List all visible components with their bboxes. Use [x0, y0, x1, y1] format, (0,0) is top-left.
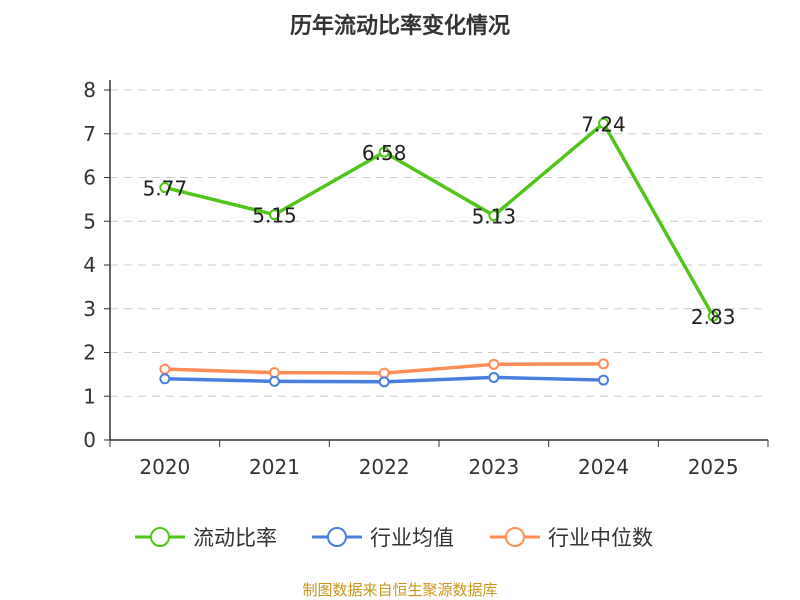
y-tick-label: 0	[83, 428, 96, 452]
legend-label[interactable]: 行业均值	[370, 526, 454, 550]
y-tick-label: 3	[83, 297, 96, 321]
data-point	[378, 376, 390, 388]
data-point	[159, 373, 171, 385]
y-tick-label: 7	[83, 122, 96, 146]
y-tick-label: 2	[83, 341, 96, 365]
data-point	[488, 358, 500, 370]
legend-marker	[505, 527, 525, 547]
data-point	[378, 367, 390, 379]
data-label: 5.77	[143, 177, 188, 201]
data-label: 7.24	[581, 112, 626, 136]
y-tick-label: 6	[83, 166, 96, 190]
data-point	[488, 210, 500, 222]
legend-marker	[327, 527, 347, 547]
data-point	[269, 375, 280, 387]
data-point	[598, 358, 609, 370]
x-tick-label: 2021	[249, 455, 300, 479]
legend-marker	[150, 527, 170, 547]
y-tick-label: 4	[83, 253, 96, 277]
series-line	[164, 120, 715, 318]
data-label: 5.13	[472, 205, 517, 229]
data-point	[598, 117, 609, 129]
chart-title: 历年流动比率变化情况	[290, 13, 510, 39]
y-tick-label: 8	[83, 78, 96, 102]
data-point	[269, 367, 280, 379]
y-tick-label: 5	[83, 209, 96, 233]
data-point	[378, 146, 390, 158]
x-tick-label: 2022	[359, 455, 410, 479]
data-point	[598, 374, 609, 386]
footer-source: 制图数据来自恒生聚源数据库	[302, 581, 497, 599]
data-point	[159, 363, 171, 375]
x-tick-label: 2023	[468, 455, 519, 479]
data-label: 5.15	[252, 204, 297, 228]
legend-label[interactable]: 行业中位数	[548, 526, 653, 550]
data-label: 2.83	[691, 305, 736, 329]
data-point	[269, 209, 280, 221]
y-tick-label: 1	[83, 384, 96, 408]
data-point	[707, 310, 719, 322]
data-label: 6.58	[362, 141, 407, 165]
x-tick-label: 2025	[688, 455, 739, 479]
x-tick-label: 2024	[578, 455, 629, 479]
data-point	[488, 371, 500, 383]
data-point	[159, 182, 171, 194]
x-tick-label: 2020	[139, 455, 190, 479]
legend-label[interactable]: 流动比率	[193, 526, 277, 550]
